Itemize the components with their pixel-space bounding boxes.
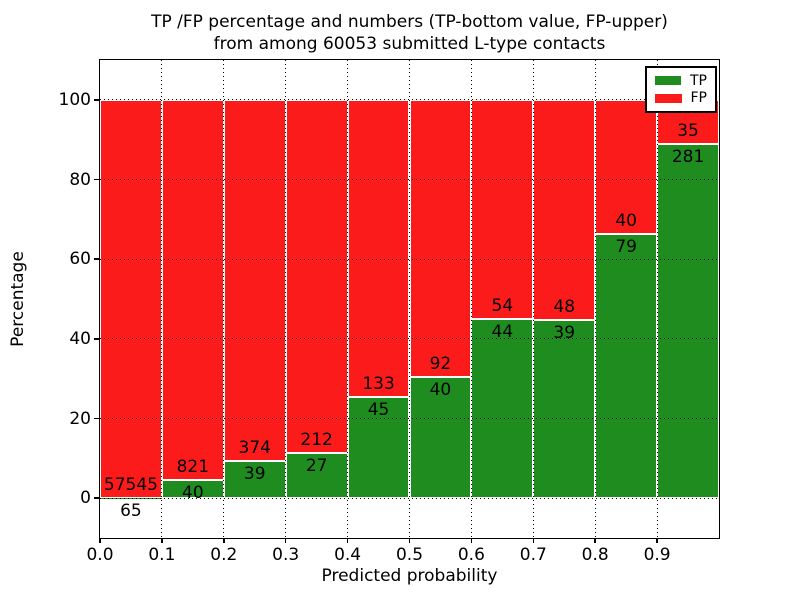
bar-segment-fp [409, 99, 472, 378]
x-tick-mark [532, 538, 535, 543]
x-tick-mark [470, 538, 473, 543]
tp-count-label: 65 [120, 500, 142, 521]
bar-segment-fp [347, 99, 410, 398]
y-tick-mark [94, 417, 100, 420]
legend-fp-swatch-icon [655, 93, 682, 103]
tp-count-label: 39 [243, 463, 266, 484]
legend-entry-tp: TP [655, 74, 707, 88]
fp-count-label: 133 [362, 374, 395, 395]
x-tick-label: 0.2 [210, 545, 238, 565]
y-tick-label: 80 [69, 169, 91, 190]
y-tick-mark [94, 338, 100, 340]
y-tick-label: 20 [69, 408, 91, 429]
tp-count-label: 44 [491, 322, 514, 343]
y-tick-mark [94, 497, 100, 499]
y-tick-label: 0 [80, 488, 91, 509]
chart-title-line2: from among 60053 submitted L-type contac… [213, 34, 606, 54]
tp-count-label: 27 [305, 456, 328, 477]
gridline-vertical [285, 60, 287, 538]
x-tick-mark [408, 538, 411, 543]
gridline-horizontal [100, 497, 719, 499]
x-axis-label: Predicted probability [321, 566, 498, 586]
bar-segment-fp [471, 99, 534, 320]
legend-tp-swatch-icon [655, 76, 681, 86]
gridline-vertical [347, 60, 349, 538]
x-tick-mark [161, 538, 163, 543]
x-tick-label: 0.9 [643, 545, 671, 565]
x-tick-label: 0.4 [334, 545, 362, 565]
x-tick-mark [346, 538, 349, 543]
gridline-vertical [470, 60, 472, 538]
bar-segment-fp [285, 99, 348, 454]
y-tick-mark [94, 258, 100, 260]
y-tick-label: 60 [69, 249, 91, 270]
fp-count-label: 92 [429, 354, 452, 375]
y-tick-label: 100 [58, 89, 91, 110]
x-tick-mark [594, 538, 596, 543]
gridline-horizontal [100, 99, 719, 101]
tp-count-label: 39 [553, 322, 576, 343]
gridline-horizontal [100, 418, 719, 419]
x-tick-label: 0.3 [272, 545, 300, 565]
y-tick-mark [94, 178, 100, 181]
bar-segment-fp [223, 99, 286, 461]
bar-segment-tp [595, 233, 658, 499]
chart-title-line1: TP /FP percentage and numbers (TP-bottom… [151, 12, 668, 32]
bar-segment-fp [100, 99, 162, 498]
bar-segment-fp [161, 99, 224, 480]
tp-count-label: 40 [182, 482, 204, 503]
bar-segment-tp [657, 143, 719, 499]
x-tick-label: 0.0 [86, 545, 114, 565]
fp-count-label: 374 [238, 437, 271, 458]
gridline-vertical [161, 60, 163, 538]
bar-segment-tp [533, 319, 596, 499]
gridline-vertical [656, 60, 658, 538]
x-tick-mark [284, 538, 287, 543]
y-axis-label: Percentage [8, 251, 28, 347]
legend-fp-label: FP [690, 90, 708, 107]
tp-count-label: 40 [429, 380, 452, 401]
fp-count-label: 40 [615, 210, 637, 231]
gridline-horizontal [100, 258, 719, 260]
x-tick-label: 0.6 [457, 545, 485, 565]
x-tick-label: 0.5 [395, 545, 424, 565]
fp-count-label: 48 [553, 296, 576, 317]
tp-count-label: 79 [615, 236, 637, 257]
y-tick-label: 40 [69, 328, 91, 349]
gridline-horizontal [100, 179, 719, 180]
tp-count-label: 281 [671, 146, 705, 167]
fp-count-label: 54 [491, 296, 514, 317]
bar-segment-fp [533, 99, 596, 320]
plot-area: 57545 65 821 40 374 39 212 27 133 45 92 40 54 44 48 39 4… [99, 59, 720, 539]
fp-count-label: 57545 [103, 474, 158, 495]
legend-tp-label: TP [690, 72, 707, 89]
x-tick-label: 0.8 [581, 545, 609, 565]
gridline-vertical [594, 60, 596, 538]
x-tick-mark [223, 538, 225, 543]
y-tick-mark [94, 99, 100, 101]
gridline-vertical [223, 60, 225, 538]
legend-entry-fp: FP [655, 91, 707, 105]
tp-count-label: 45 [367, 400, 390, 421]
legend: TP FP [645, 66, 717, 113]
bar-segment-tp [471, 319, 534, 499]
fp-count-label: 35 [677, 120, 699, 141]
gridline-vertical [532, 60, 534, 538]
gridline-vertical [409, 60, 410, 538]
x-tick-mark [656, 538, 658, 543]
x-tick-mark [99, 538, 101, 543]
x-tick-label: 0.7 [519, 545, 547, 565]
gridline-horizontal [100, 338, 719, 340]
fp-count-label: 821 [176, 456, 210, 477]
x-tick-label: 0.1 [148, 545, 176, 565]
fp-count-label: 212 [300, 430, 333, 451]
